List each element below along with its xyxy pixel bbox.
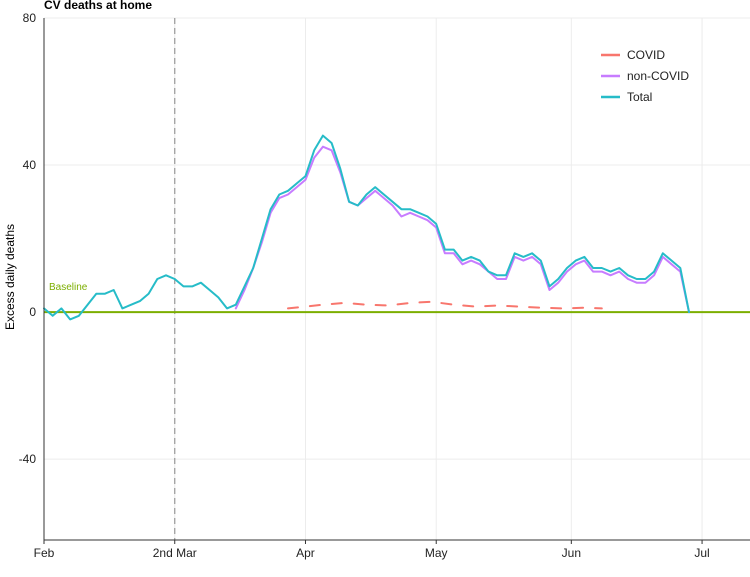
baseline-layer: Baseline [44,282,750,314]
y-tick-label: 80 [23,11,37,25]
y-tick-label: 0 [29,305,36,319]
legend-label-non-covid: non-COVID [627,69,689,83]
x-tick-label: Jun [562,546,581,560]
x-tick-label: Jul [694,546,709,560]
series-lines [43,134,690,321]
x-tick-label: 2nd Mar [153,546,197,560]
y-tick-label: -40 [19,452,37,466]
chart-title: CV deaths at home [44,0,152,12]
series-line-covid [287,300,603,310]
series-line-non-covid [234,145,690,314]
legend-label-total: Total [627,90,652,104]
series-line-total [43,134,690,321]
axes: 80 40 0 -40 Feb 2nd Mar Apr May Jun Jul [19,11,750,560]
x-tick-label: Feb [34,546,55,560]
x-tick-label: May [425,546,448,560]
y-tick-label: 40 [23,158,37,172]
legend-label-covid: COVID [627,48,665,62]
legend-item-total: Total [601,90,652,104]
x-tick-label: Apr [296,546,315,560]
legend-item-covid: COVID [601,48,665,62]
legend: COVID non-COVID Total [601,48,689,104]
legend-item-non-covid: non-COVID [601,69,689,83]
baseline-label: Baseline [49,282,88,293]
y-axis-label: Excess daily deaths [3,224,17,330]
